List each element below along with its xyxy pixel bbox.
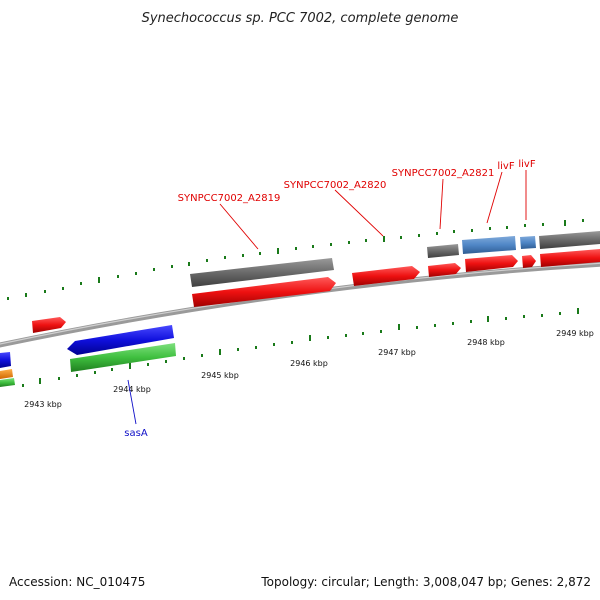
cds-arrow[interactable] [352,266,420,286]
orange-feature[interactable] [0,369,13,379]
genome-backbone-highlight [0,262,600,345]
cds-arrow[interactable] [540,249,600,267]
tick-label: 2944 kbp [113,385,151,394]
cds-arrow[interactable] [32,317,66,333]
cds-track-reverse [0,325,176,387]
genome-summary-text: Topology: circular; Length: 3,008,047 bp… [260,575,591,589]
gene-feature[interactable] [190,258,334,287]
cds-arrow-reverse[interactable] [0,352,11,368]
accession-text: Accession: NC_010475 [9,575,145,589]
tick-labels: 2943 kbp 2944 kbp 2945 kbp 2946 kbp 2947… [24,329,594,409]
inner-tick-row [22,308,579,387]
tick-label: 2947 kbp [378,348,416,357]
tick-label: 2946 kbp [290,359,328,368]
tick-label: 2943 kbp [24,400,62,409]
gene-label-a2819[interactable]: SYNPCC7002_A2819 [178,193,281,204]
cds-track-forward [32,249,600,333]
cds-arrow[interactable] [428,263,461,277]
map-title: Synechococcus sp. PCC 7002, complete gen… [142,11,459,26]
tick-label: 2945 kbp [201,371,239,380]
gene-label-livf[interactable]: livF [518,159,535,170]
tick-label: 2948 kbp [467,338,505,347]
cds-arrow[interactable] [192,277,336,307]
gene-label-livf[interactable]: livF [497,161,514,172]
green-feature[interactable] [70,343,176,372]
tick-label: 2949 kbp [556,329,594,338]
green-feature[interactable] [0,378,15,387]
rna-feature[interactable] [462,236,516,254]
rna-feature[interactable] [520,236,536,249]
cds-arrow[interactable] [465,255,518,272]
genome-backbone [0,261,600,348]
gene-label-a2821[interactable]: SYNPCC7002_A2821 [392,168,495,179]
gene-track-forward [190,231,600,287]
outer-tick-row [7,219,584,300]
cds-arrow[interactable] [522,255,536,268]
gene-feature[interactable] [539,231,600,249]
cds-arrow-reverse[interactable] [67,325,174,355]
gene-label-sasa[interactable]: sasA [124,428,148,439]
gene-labels: SYNPCC7002_A2819 SYNPCC7002_A2820 SYNPCC… [124,159,536,439]
gene-feature[interactable] [427,244,459,258]
gene-label-a2820[interactable]: SYNPCC7002_A2820 [284,180,387,191]
